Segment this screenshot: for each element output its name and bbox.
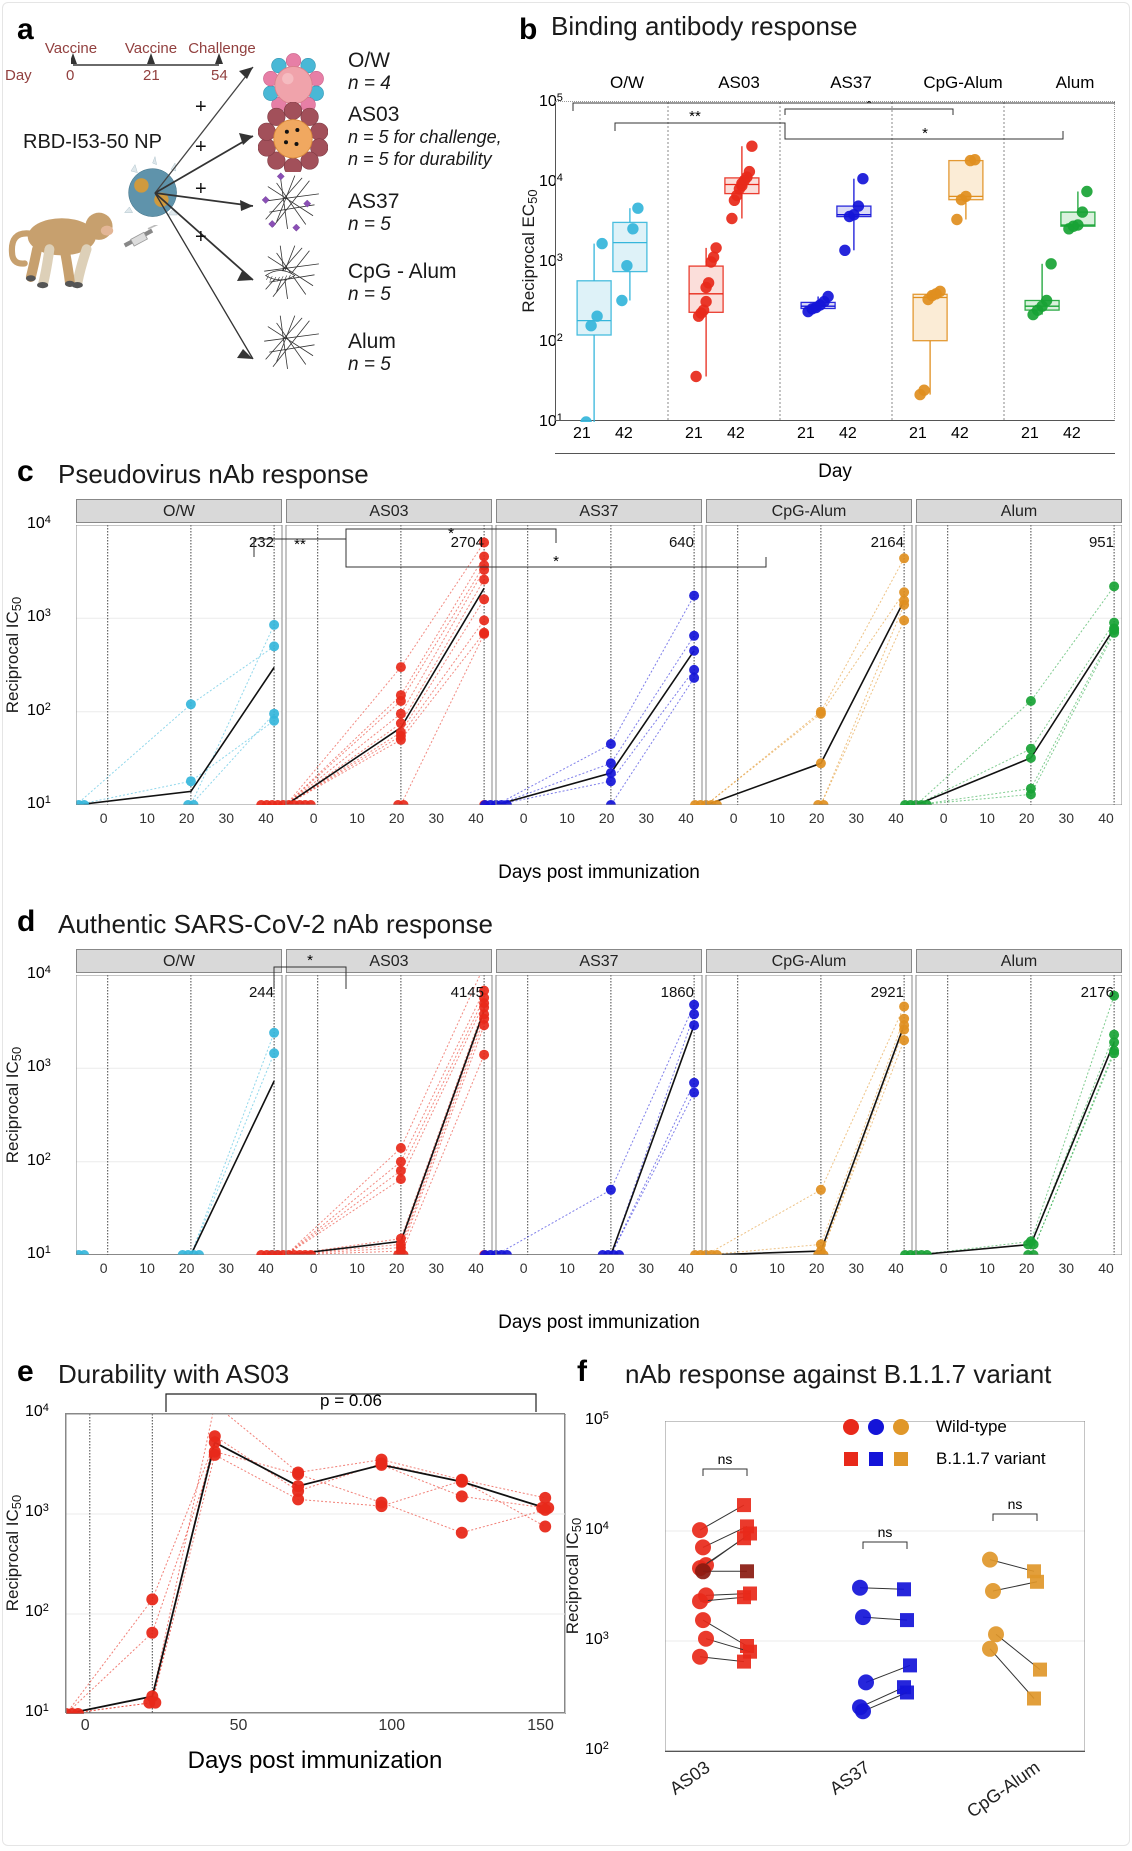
svg-text:*: * — [307, 952, 313, 969]
svg-text:*: * — [553, 553, 559, 570]
svg-text:+: + — [195, 96, 207, 118]
svg-text:+: + — [195, 226, 207, 248]
svg-text:+: + — [195, 178, 207, 200]
svg-text:*: * — [448, 525, 454, 542]
svg-text:p = 0.06: p = 0.06 — [320, 1391, 382, 1410]
svg-text:ns: ns — [1008, 1496, 1023, 1512]
svg-text:+: + — [195, 136, 207, 158]
svg-text:*: * — [866, 101, 872, 112]
svg-text:**: ** — [294, 536, 306, 553]
svg-text:**: ** — [689, 108, 701, 125]
svg-text:ns: ns — [718, 1451, 733, 1467]
svg-text:ns: ns — [878, 1524, 893, 1540]
svg-text:*: * — [922, 125, 928, 142]
